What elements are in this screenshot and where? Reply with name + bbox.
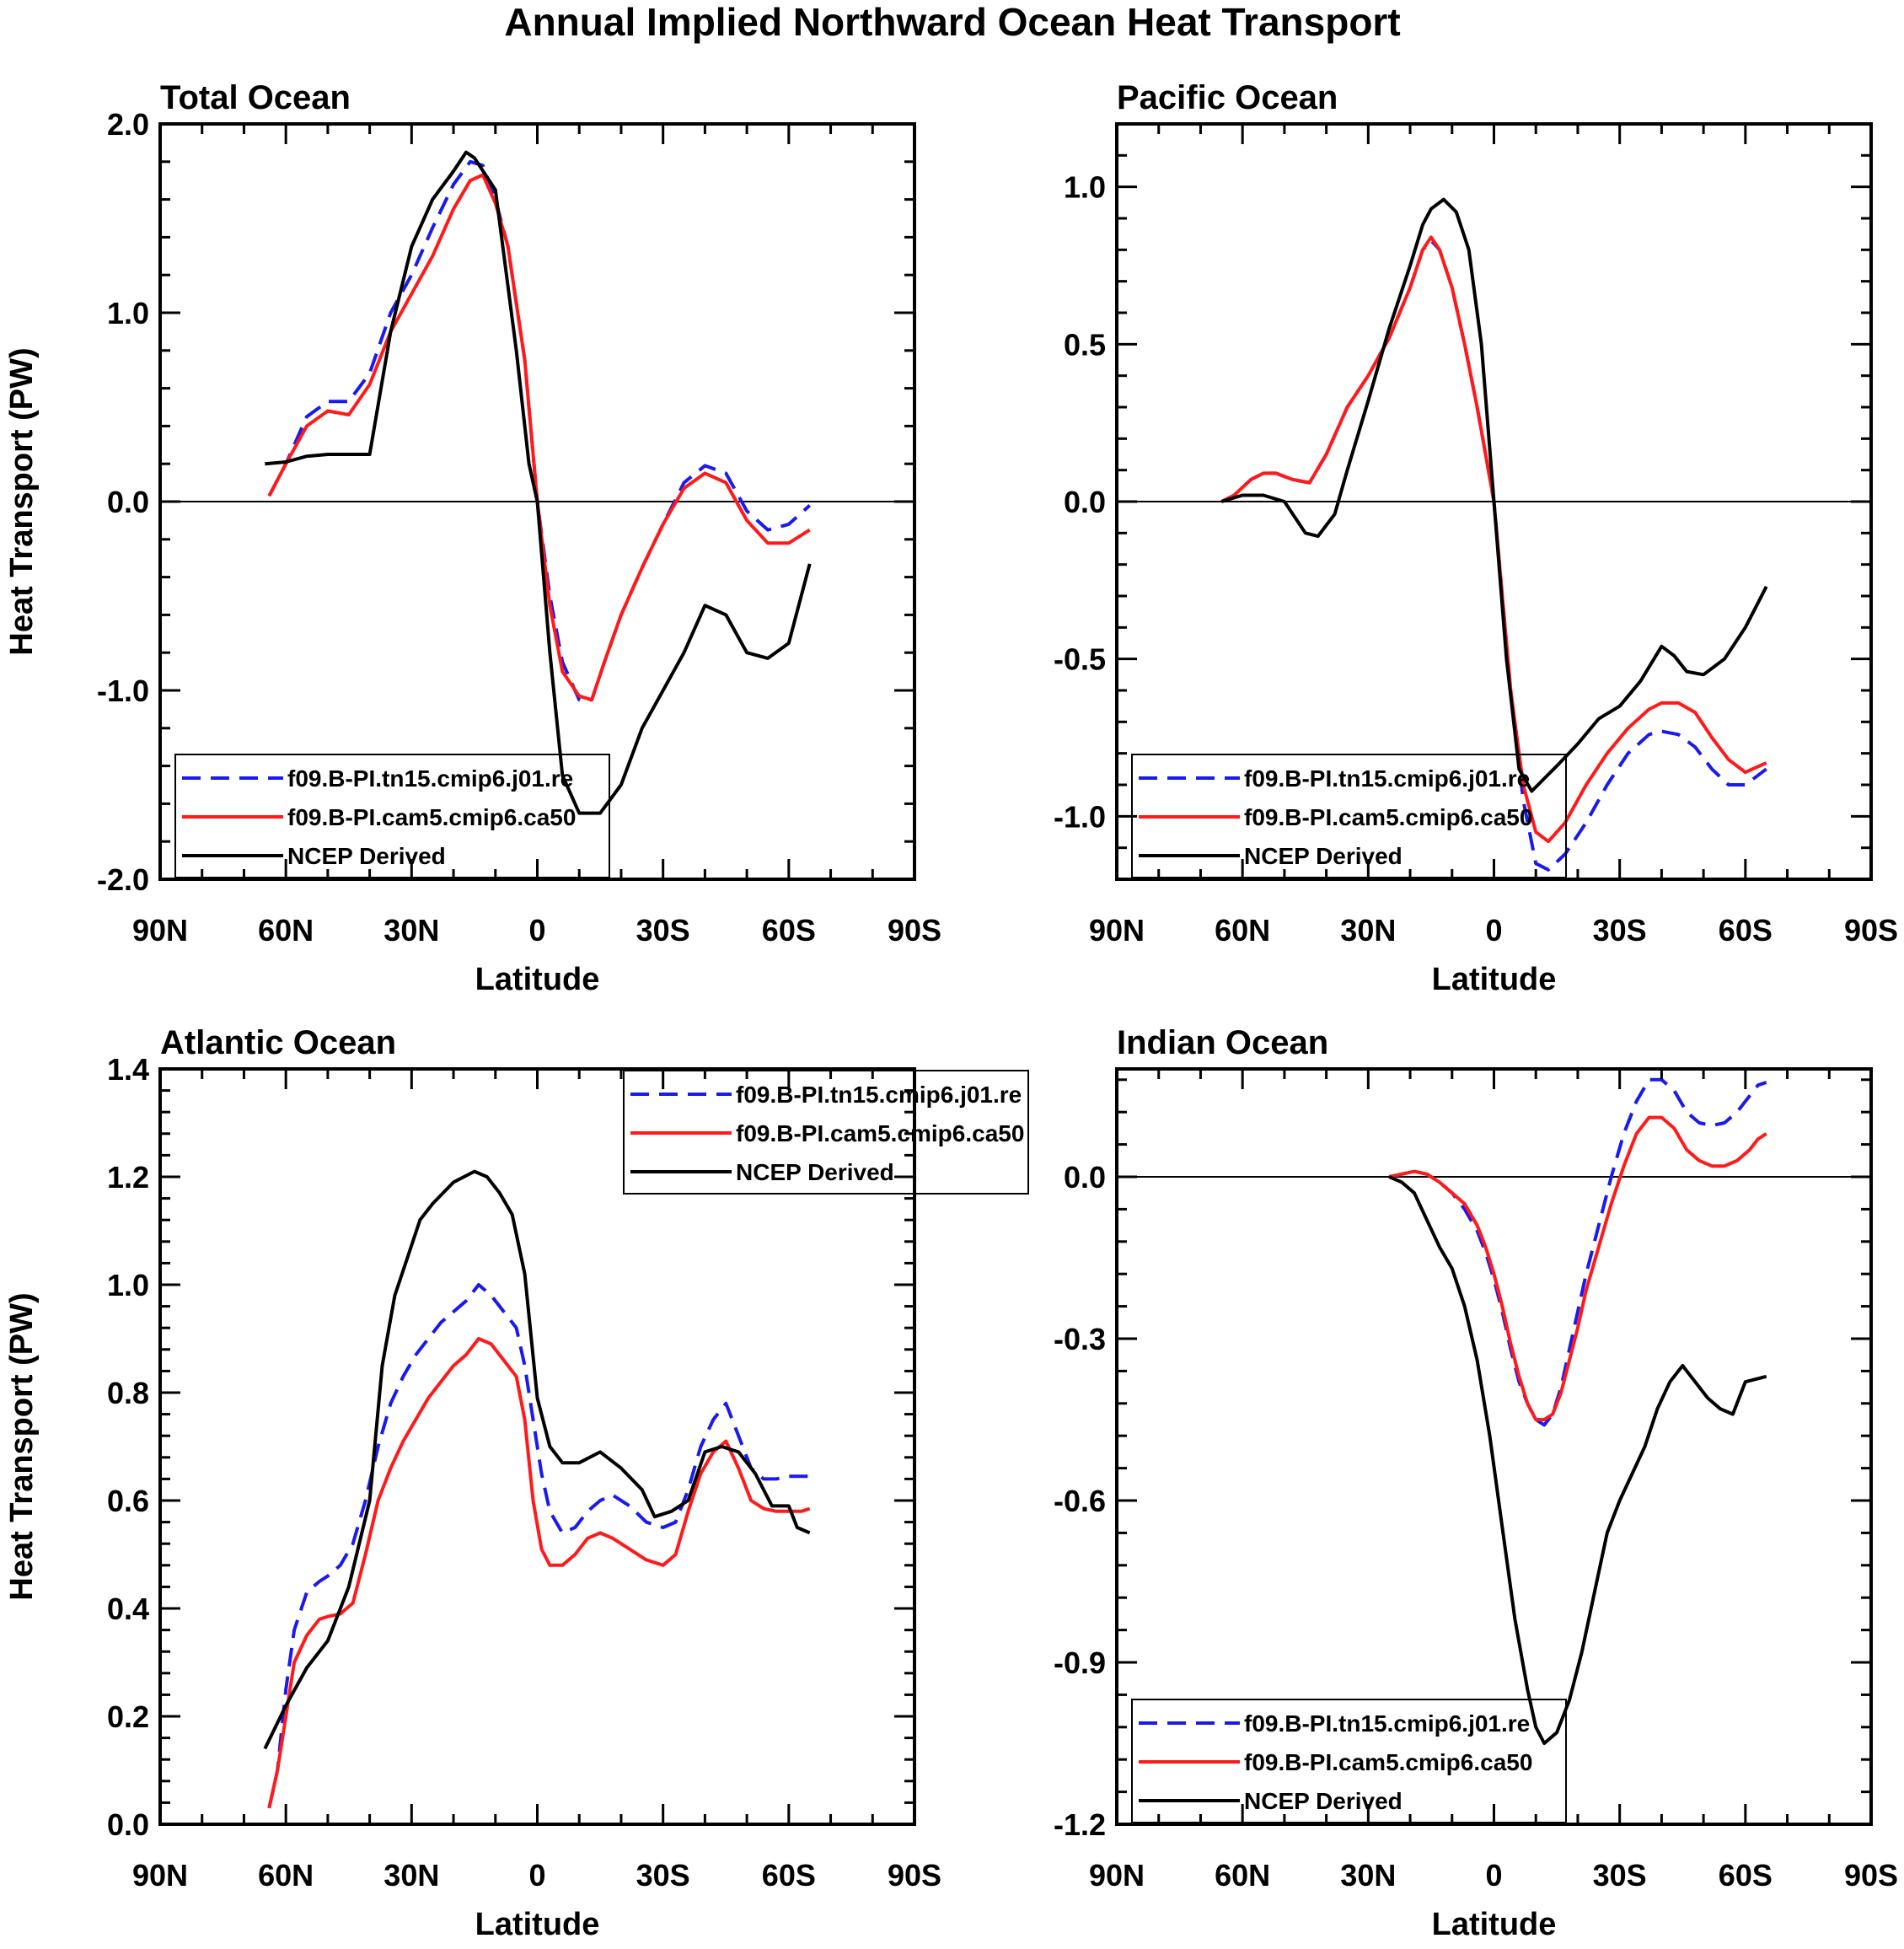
y-tick-label: 0.0 — [1064, 1160, 1106, 1195]
legend-label: NCEP Derived — [1244, 843, 1403, 869]
x-tick-label: 90S — [1844, 913, 1898, 948]
y-tick-label: 0.6 — [107, 1484, 149, 1518]
legend: f09.B-PI.tn15.cmip6.j01.re f09.B-PI.cam5.… — [1131, 1699, 1567, 1823]
chart-panel-4: Indian Ocean 90N 60N 30N 0 30S 60S 90S -1.2 -0.9 -… — [1054, 1024, 1898, 1942]
y-tick-label: -0.9 — [1054, 1646, 1106, 1680]
x-axis-label: Latitude — [1432, 1907, 1557, 1942]
panel-title: Total Ocean — [160, 79, 351, 116]
series-line — [263, 1169, 811, 1750]
y-tick-label: 0.8 — [107, 1376, 149, 1410]
legend-label: f09.B-PI.tn15.cmip6.j01.re — [1244, 765, 1530, 792]
y-tick-label: 1.0 — [107, 296, 149, 330]
x-axis-label: Latitude — [1432, 962, 1557, 997]
x-tick-label: 60S — [1719, 913, 1773, 948]
panel-title: Atlantic Ocean — [160, 1024, 396, 1061]
x-tick-label: 30S — [636, 1858, 690, 1893]
legend-label: f09.B-PI.cam5.cmip6.ca50 — [736, 1120, 1024, 1146]
legend: f09.B-PI.tn15.cmip6.j01.re f09.B-PI.cam5.… — [623, 1070, 1029, 1195]
y-tick-label: 1.0 — [1064, 170, 1106, 205]
x-tick-label: 60N — [258, 913, 314, 948]
series-line — [1388, 1175, 1767, 1745]
x-axis-label: Latitude — [475, 962, 600, 997]
panel-title: Pacific Ocean — [1117, 79, 1338, 116]
figure-title: Annual Implied Northward Ocean Heat Tran… — [504, 0, 1400, 44]
x-tick-label: 0 — [1485, 913, 1502, 948]
y-tick-label: 1.2 — [107, 1160, 149, 1195]
x-tick-label: 60N — [1215, 1858, 1270, 1893]
y-tick-label: -0.3 — [1054, 1322, 1106, 1356]
x-tick-label: 90S — [888, 913, 941, 948]
y-tick-label: 0.0 — [107, 485, 149, 519]
legend-label: f09.B-PI.cam5.cmip6.ca50 — [1244, 1749, 1532, 1775]
legend-label: f09.B-PI.tn15.cmip6.j01.re — [287, 765, 573, 792]
y-tick-label: 0.5 — [1064, 327, 1106, 362]
legend-box — [174, 754, 610, 878]
y-tick-label: -1.0 — [1054, 799, 1106, 834]
x-tick-label: 30S — [636, 913, 690, 948]
y-tick-label: 0.0 — [1064, 485, 1106, 519]
y-tick-label: -0.5 — [1054, 642, 1106, 677]
legend: f09.B-PI.tn15.cmip6.j01.re f09.B-PI.cam5.… — [174, 754, 610, 878]
x-tick-label: 30N — [383, 1858, 439, 1893]
x-tick-label: 30N — [1340, 913, 1396, 948]
y-tick-label: 2.0 — [107, 107, 149, 142]
legend-label: f09.B-PI.tn15.cmip6.j01.re — [736, 1082, 1022, 1108]
x-tick-label: 60S — [762, 913, 816, 948]
x-tick-label: 30N — [383, 913, 439, 948]
x-tick-label: 0 — [528, 913, 545, 948]
y-tick-label: 1.4 — [107, 1052, 149, 1087]
x-tick-label: 90N — [1089, 913, 1145, 948]
legend-label: NCEP Derived — [287, 843, 446, 869]
legend-label: NCEP Derived — [736, 1159, 894, 1185]
series-line — [1220, 235, 1767, 844]
x-tick-label: 90N — [132, 1858, 188, 1893]
x-tick-label: 60N — [1215, 913, 1270, 948]
series-line — [1220, 197, 1768, 793]
legend-box — [623, 1070, 1029, 1195]
y-tick-label: 0.2 — [107, 1699, 149, 1734]
chart-panel-2: Pacific Ocean 90N 60N 30N 0 30S 60S 90S -1.0 -0.5… — [1054, 79, 1898, 997]
x-tick-label: 90S — [1844, 1858, 1898, 1893]
y-axis-label: Heat Transport (PW) — [4, 347, 40, 655]
x-tick-label: 60S — [762, 1858, 816, 1893]
y-tick-label: 0.0 — [107, 1807, 149, 1842]
legend-label: NCEP Derived — [1244, 1788, 1403, 1814]
panel-title: Indian Ocean — [1117, 1024, 1328, 1061]
y-tick-label: -1.0 — [97, 674, 149, 708]
series-line — [267, 1283, 810, 1809]
y-tick-label: 0.4 — [107, 1592, 149, 1626]
legend: f09.B-PI.tn15.cmip6.j01.re f09.B-PI.cam5.… — [1131, 754, 1567, 878]
x-tick-label: 30N — [1340, 1858, 1396, 1893]
legend-label: f09.B-PI.cam5.cmip6.ca50 — [287, 804, 576, 830]
y-tick-label: -0.6 — [1054, 1484, 1106, 1518]
x-tick-label: 0 — [1485, 1858, 1502, 1893]
series-line — [1388, 1115, 1767, 1421]
chart-panel-1: Total Ocean 90N 60N 30N 0 30S 60S 90S -2.0 -1.0 0.… — [4, 79, 941, 997]
chart-panel-3: Atlantic Ocean 90N 60N 30N 0 30S 60S 90S 0.0 0.2 0… — [4, 1024, 1029, 1942]
x-tick-label: 30S — [1593, 913, 1647, 948]
series-line — [1388, 1077, 1767, 1427]
series-line — [267, 173, 811, 702]
legend-box — [1131, 1699, 1567, 1823]
x-tick-label: 60S — [1719, 1858, 1773, 1893]
x-tick-label: 90N — [1089, 1858, 1145, 1893]
y-tick-label: -2.0 — [97, 862, 149, 897]
legend-box — [1131, 754, 1567, 878]
x-tick-label: 0 — [528, 1858, 545, 1893]
series-line — [265, 150, 812, 815]
y-tick-label: -1.2 — [1054, 1807, 1106, 1842]
x-axis-label: Latitude — [475, 1907, 600, 1942]
x-tick-label: 90S — [888, 1858, 941, 1893]
y-axis-label: Heat Transport (PW) — [4, 1292, 40, 1600]
legend-label: f09.B-PI.cam5.cmip6.ca50 — [1244, 804, 1532, 830]
x-tick-label: 60N — [258, 1858, 314, 1893]
x-tick-label: 90N — [132, 913, 188, 948]
y-tick-label: 1.0 — [107, 1268, 149, 1302]
legend-label: f09.B-PI.tn15.cmip6.j01.re — [1244, 1710, 1530, 1737]
x-tick-label: 30S — [1593, 1858, 1647, 1893]
